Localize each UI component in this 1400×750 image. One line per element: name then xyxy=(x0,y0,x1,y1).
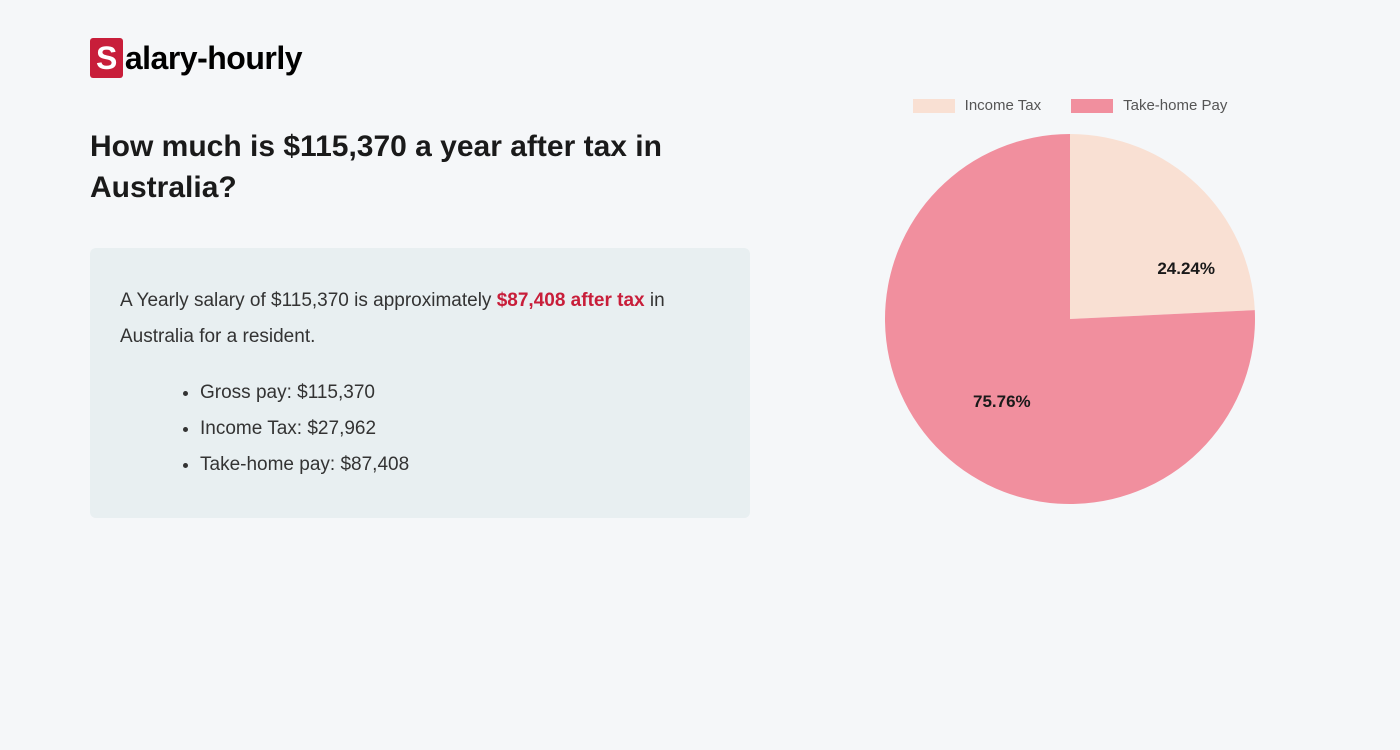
summary-text: A Yearly salary of $115,370 is approxima… xyxy=(120,283,720,355)
pie-chart: 24.24% 75.76% xyxy=(885,134,1255,504)
summary-list: Gross pay: $115,370 Income Tax: $27,962 … xyxy=(120,375,720,483)
legend-swatch-income-tax xyxy=(913,99,955,113)
text-panel: How much is $115,370 a year after tax in… xyxy=(90,127,750,518)
pie-slice-label-income-tax: 24.24% xyxy=(1157,259,1215,279)
legend-label: Income Tax xyxy=(965,97,1041,114)
legend-item: Income Tax xyxy=(913,97,1041,114)
legend-item: Take-home Pay xyxy=(1071,97,1227,114)
summary-highlight: $87,408 after tax xyxy=(497,290,645,311)
summary-before: A Yearly salary of $115,370 is approxima… xyxy=(120,290,497,311)
chart-legend: Income Tax Take-home Pay xyxy=(830,97,1310,114)
chart-panel: Income Tax Take-home Pay 24.24% 75.76% xyxy=(830,97,1310,518)
legend-label: Take-home Pay xyxy=(1123,97,1227,114)
legend-swatch-take-home xyxy=(1071,99,1113,113)
main-content: How much is $115,370 a year after tax in… xyxy=(90,127,1310,518)
pie-slice-label-take-home: 75.76% xyxy=(973,392,1031,412)
page-title: How much is $115,370 a year after tax in… xyxy=(90,127,750,208)
list-item: Income Tax: $27,962 xyxy=(200,411,720,447)
site-logo: Salary-hourly xyxy=(90,40,1310,77)
summary-box: A Yearly salary of $115,370 is approxima… xyxy=(90,248,750,518)
logo-text: alary-hourly xyxy=(125,40,302,76)
list-item: Gross pay: $115,370 xyxy=(200,375,720,411)
list-item: Take-home pay: $87,408 xyxy=(200,447,720,483)
pie-svg xyxy=(885,134,1255,504)
logo-badge: S xyxy=(90,38,123,78)
